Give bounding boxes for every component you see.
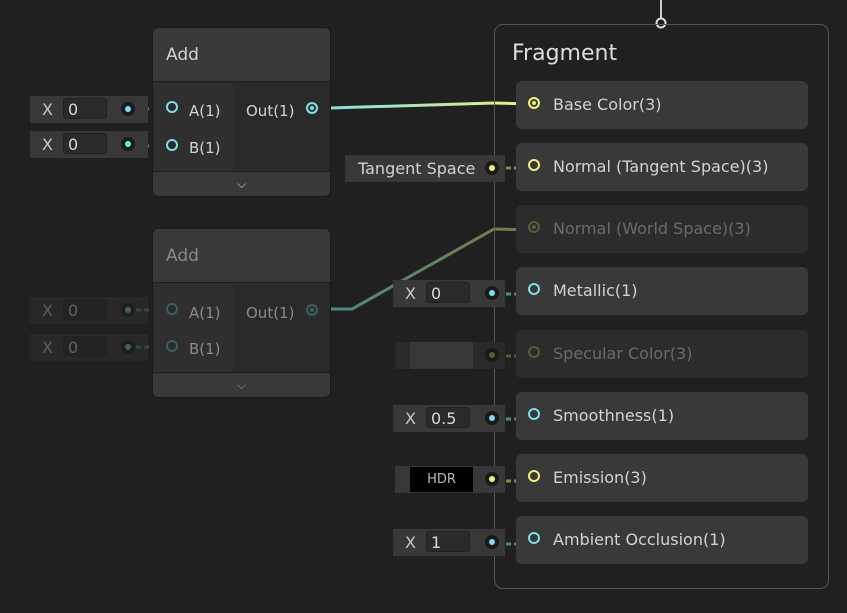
input-port-a[interactable] [166, 303, 178, 315]
input-b-value[interactable]: 0 [63, 336, 107, 357]
slot-base-color[interactable]: Base Color(3) [516, 81, 808, 129]
input-port[interactable] [528, 97, 540, 109]
add-node-disabled[interactable]: Add A(1) B(1) Out(1) ⌵ [152, 228, 331, 398]
input-port[interactable] [528, 159, 540, 171]
port-label-b: B(1) [189, 139, 221, 157]
ambient-occlusion-field: X 1 [393, 529, 505, 556]
connector-dot [485, 286, 499, 300]
collapse-chevron-icon[interactable]: ⌵ [153, 372, 330, 397]
port-label-out: Out(1) [246, 304, 295, 322]
slot-normal-tangent[interactable]: Normal (Tangent Space)(3) [516, 143, 808, 191]
connector-dot [485, 348, 499, 362]
input-port[interactable] [528, 408, 540, 420]
connector-dot [485, 411, 499, 425]
output-port[interactable] [306, 304, 318, 316]
slot-emission[interactable]: Emission(3) [516, 454, 808, 502]
port-label-b: B(1) [189, 340, 221, 358]
ambient-occlusion-value[interactable]: 1 [426, 531, 470, 552]
input-b-value[interactable]: 0 [63, 133, 107, 154]
metallic-field: X 0 [393, 280, 505, 307]
input-b-field: X 0 [30, 131, 148, 158]
input-port[interactable] [528, 346, 540, 358]
input-a-value[interactable]: 0 [63, 98, 107, 119]
input-a-field: X 0 [30, 96, 148, 123]
slot-specular-color[interactable]: Specular Color(3) [516, 330, 808, 378]
connector-dot [121, 137, 135, 151]
color-swatch[interactable] [410, 342, 473, 369]
output-port[interactable] [306, 102, 318, 114]
input-a-value[interactable]: 0 [63, 299, 107, 320]
input-port[interactable] [528, 283, 540, 295]
connector-dot [121, 102, 135, 116]
node-title: Add [153, 28, 330, 82]
slot-ambient-occlusion[interactable]: Ambient Occlusion(1) [516, 516, 808, 564]
input-port[interactable] [528, 532, 540, 544]
vertex-link-port[interactable] [655, 17, 667, 29]
smoothness-value[interactable]: 0.5 [426, 407, 470, 428]
slot-metallic[interactable]: Metallic(1) [516, 267, 808, 315]
port-label-a: A(1) [189, 304, 221, 322]
connector-dot [121, 340, 135, 354]
connector-dot [121, 303, 135, 317]
input-port-b[interactable] [166, 139, 178, 151]
input-port-a[interactable] [166, 101, 178, 113]
specular-color-field [395, 342, 505, 369]
tangent-space-field[interactable]: Tangent Space [345, 155, 505, 182]
collapse-chevron-icon[interactable]: ⌵ [153, 171, 330, 196]
port-label-a: A(1) [189, 102, 221, 120]
node-title: Add [153, 229, 330, 283]
connector-dot [485, 161, 499, 175]
smoothness-field: X 0.5 [393, 405, 505, 432]
add-node[interactable]: Add A(1) B(1) Out(1) ⌵ [152, 27, 331, 197]
connector-dot [485, 472, 499, 486]
slot-normal-world[interactable]: Normal (World Space)(3) [516, 205, 808, 253]
connector-dot [485, 535, 499, 549]
emission-field: HDR [395, 466, 505, 493]
hdr-color-swatch[interactable]: HDR [410, 467, 473, 492]
fragment-title: Fragment [512, 41, 618, 66]
input-port[interactable] [528, 221, 540, 233]
input-port-b[interactable] [166, 340, 178, 352]
slot-smoothness[interactable]: Smoothness(1) [516, 392, 808, 440]
port-label-out: Out(1) [246, 102, 295, 120]
input-port[interactable] [528, 470, 540, 482]
wire-add-to-normal-world[interactable] [316, 227, 531, 311]
metallic-value[interactable]: 0 [426, 282, 470, 303]
input-a-field: X 0 [30, 297, 148, 324]
input-b-field: X 0 [30, 334, 148, 361]
